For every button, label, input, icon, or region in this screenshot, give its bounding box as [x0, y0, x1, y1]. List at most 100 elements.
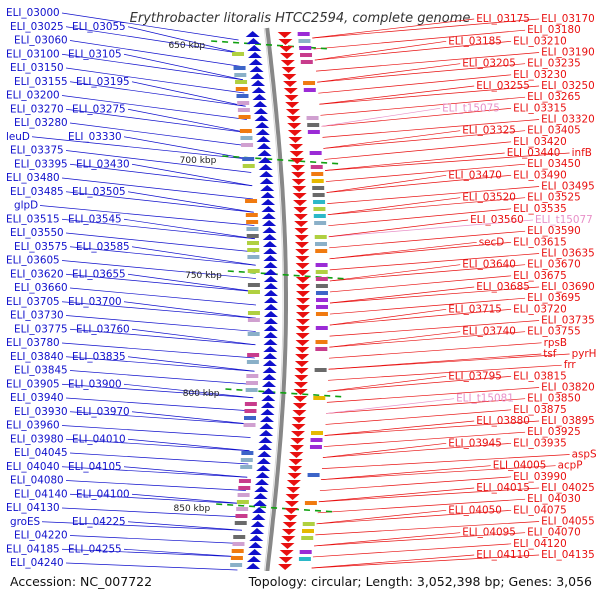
feature-block-right [313, 207, 326, 211]
feature-block-left [246, 227, 259, 231]
gene-arrow-right [295, 256, 310, 262]
feature-block-right [298, 557, 311, 561]
connector-left [61, 260, 256, 279]
gene-arrow-left [256, 136, 271, 142]
gene-arrow-right [295, 333, 310, 339]
gene-arrow-left [262, 381, 277, 387]
connector-right [326, 387, 540, 403]
connector-right [329, 253, 540, 271]
gene-arrow-right [287, 123, 302, 129]
gene-label-right: ELI_03850 [527, 393, 581, 405]
gene-label-right: ELI_03740 [462, 326, 516, 338]
connector-right [325, 152, 570, 171]
gene-arrow-right [288, 466, 303, 472]
connector-right [329, 264, 526, 282]
gene-label-left: leuD [6, 131, 30, 143]
gene-arrow-right [284, 501, 299, 507]
connector-left [61, 342, 256, 359]
gene-label-right: ELI_03670 [527, 259, 581, 271]
gene-label-right: ELI_03405 [527, 125, 581, 137]
gene-arrow-left [247, 549, 262, 555]
gene-arrow-right [282, 74, 297, 80]
gene-label-left: ELI_03280 [14, 117, 68, 129]
gene-arrow-left [262, 360, 277, 366]
gene-label-right: ELI_04075 [513, 504, 567, 516]
gene-label-right: ELI_03450 [527, 158, 581, 170]
gene-arrow-right [295, 340, 310, 346]
gene-label-right: aspS [572, 449, 597, 461]
connector-left [131, 163, 253, 187]
connector-left [61, 301, 256, 319]
connector-right [328, 364, 562, 381]
connector-right [314, 532, 461, 547]
gene-arrow-right [283, 88, 298, 94]
gene-label-left: ELI_03060 [14, 35, 68, 47]
gene-arrow-left [258, 437, 273, 443]
connector-right [314, 40, 447, 61]
connector-left [61, 95, 247, 120]
gene-arrow-right [294, 361, 309, 367]
connector-right [327, 186, 540, 204]
gene-label-left: ELI_03970 [76, 406, 130, 418]
gene-arrow-left [260, 402, 275, 408]
gene-label-left: ELI_04105 [68, 461, 122, 473]
connector-left [69, 246, 256, 266]
gene-arrow-right [293, 200, 308, 206]
gene-arrow-right [284, 508, 299, 514]
connector-left [65, 273, 257, 293]
connector-left [69, 122, 250, 147]
gene-arrow-right [279, 46, 294, 52]
connector-right [314, 532, 526, 547]
gene-arrow-right [280, 53, 295, 59]
gene-arrow-left [262, 241, 277, 247]
connector-right [321, 454, 570, 469]
bp-tick-label: 800 kbp [183, 389, 220, 399]
gene-label-right: ELI_04110 [476, 549, 530, 561]
gene-arrow-left [257, 444, 272, 450]
gene-arrow-right [291, 417, 306, 423]
gene-label-right: ELI_04070 [527, 527, 581, 539]
gene-arrow-right [294, 375, 309, 381]
feature-block-right [315, 326, 328, 330]
gene-arrow-left [260, 409, 275, 415]
gene-label-right: ELI_03875 [513, 404, 567, 416]
gene-features [230, 31, 328, 570]
connector-right [312, 18, 475, 39]
gene-arrow-right [295, 312, 310, 318]
gene-arrow-left [248, 59, 263, 65]
gene-label-left: ELI_03000 [6, 7, 60, 19]
connector-right [329, 264, 461, 282]
feature-block-left [246, 381, 259, 385]
gene-label-right: infB [572, 147, 592, 159]
genome-axis-line [262, 27, 288, 599]
feature-block-left [237, 101, 250, 105]
gene-label-left: ELI_03275 [72, 103, 126, 115]
feature-block-right [315, 298, 328, 302]
gene-label-left: ELI_03195 [76, 76, 130, 88]
gene-label-right: ELI_t15075 [442, 102, 500, 114]
gene-arrow-left [253, 101, 268, 107]
gene-arrow-right [281, 67, 296, 73]
connector-right [315, 521, 540, 536]
connector-right [313, 29, 526, 50]
gene-arrow-left [263, 297, 278, 303]
bp-tick-label: 650 kbp [168, 41, 205, 51]
connector-right [328, 353, 542, 370]
gene-arrow-right [278, 557, 293, 563]
feature-block-left [246, 220, 259, 224]
gene-label-right: ELI_03685 [476, 281, 530, 293]
gene-label-right: acpP [558, 460, 583, 472]
feature-block-right [310, 165, 323, 169]
gene-label-right: ELI_04030 [527, 493, 581, 505]
gene-arrow-right [291, 179, 306, 185]
gene-label-left: ELI_04140 [14, 488, 68, 500]
connector-right [323, 130, 461, 149]
connector-left [131, 81, 246, 107]
connector-left [123, 466, 248, 478]
gene-label-left: ELI_03270 [10, 103, 64, 115]
gene-arrow-right [285, 109, 300, 115]
gene-arrow-right [288, 137, 303, 143]
gene-label-left: ELI_03930 [14, 406, 68, 418]
gene-arrow-right [295, 284, 310, 290]
connector-left [65, 67, 245, 94]
